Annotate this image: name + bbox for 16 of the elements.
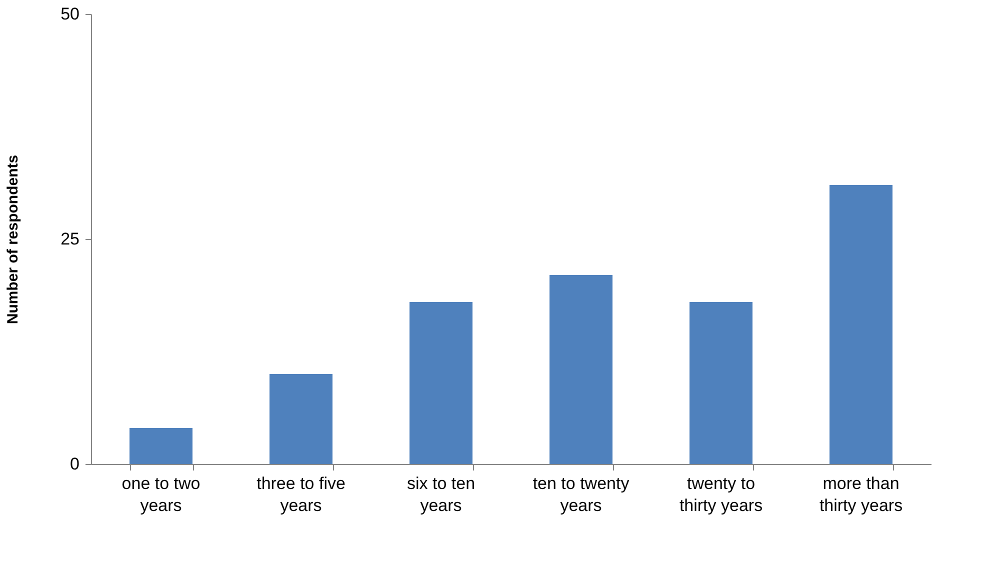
y-tick-label: 0 (70, 454, 80, 474)
y-tick-label: 50 (60, 4, 80, 24)
y-axis-title: Number of respondents (4, 154, 22, 324)
x-tick-label: six to ten years (406, 474, 476, 515)
bar (410, 302, 472, 464)
x-tick-label: one to two years (122, 474, 200, 515)
x-tick-label: ten to twenty years (532, 474, 630, 515)
y-tick-label: 25 (60, 230, 80, 248)
bar (690, 302, 752, 464)
x-tick-label: more than thirty years (819, 474, 903, 515)
bar (130, 428, 192, 464)
x-tick-label: three to five years (256, 474, 346, 515)
bar (830, 185, 892, 464)
bar (550, 275, 612, 464)
bar (270, 374, 332, 464)
x-tick-label: twenty to thirty years (679, 474, 763, 515)
